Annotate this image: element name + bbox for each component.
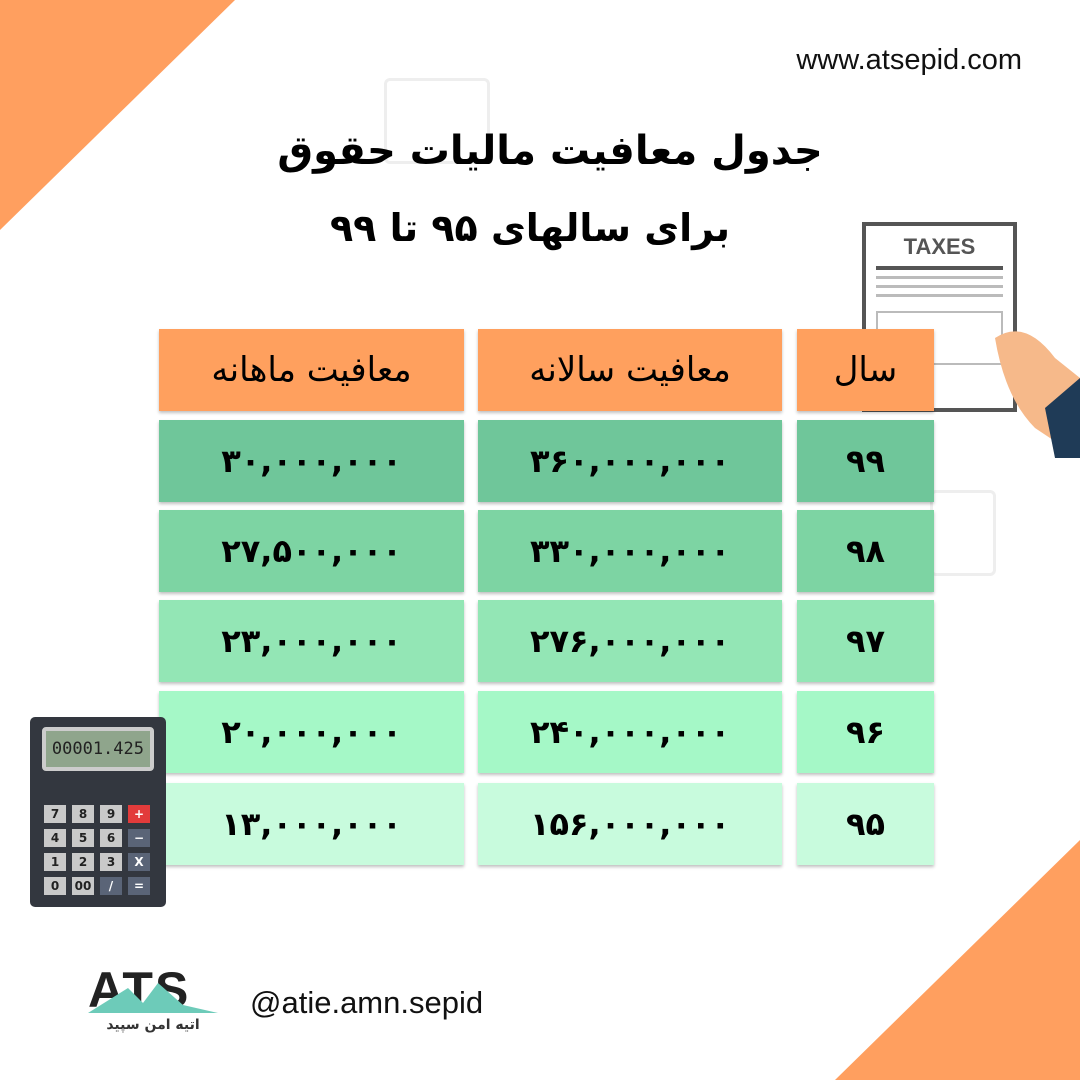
table-cell-monthly: ۲۷,۵۰۰,۰۰۰ — [159, 510, 464, 592]
website-url: www.atsepid.com — [796, 44, 1022, 76]
table-cell-year: ۹۸ — [797, 510, 934, 592]
calculator-key: 3 — [100, 853, 122, 871]
table-cell-monthly: ۳۰,۰۰۰,۰۰۰ — [159, 420, 464, 502]
calculator-key: 2 — [72, 853, 94, 871]
table-header-monthly: معافیت ماهانه — [159, 329, 464, 411]
calculator-key: 1 — [44, 853, 66, 871]
table-cell-monthly: ۲۰,۰۰۰,۰۰۰ — [159, 691, 464, 773]
calculator-key: 00 — [72, 877, 94, 895]
calculator-key: − — [128, 829, 150, 847]
calculator-key: + — [128, 805, 150, 823]
table-cell-annual: ۳۳۰,۰۰۰,۰۰۰ — [478, 510, 782, 592]
calculator-key: 0 — [44, 877, 66, 895]
calculator-key: X — [128, 853, 150, 871]
table-cell-year: ۹۶ — [797, 691, 934, 773]
house-watermark-icon — [930, 490, 996, 576]
table-cell-annual: ۲۷۶,۰۰۰,۰۰۰ — [478, 600, 782, 682]
calculator-key: 7 — [44, 805, 66, 823]
table-cell-annual: ۲۴۰,۰۰۰,۰۰۰ — [478, 691, 782, 773]
calculator-key: = — [128, 877, 150, 895]
table-cell-monthly: ۲۳,۰۰۰,۰۰۰ — [159, 600, 464, 682]
chart-watermark-icon — [384, 78, 490, 164]
taxes-label: TAXES — [903, 234, 976, 259]
calculator-illustration: 00001.425 7 8 9 +4 5 6−1 2 3 X 0 00/= — [30, 717, 166, 907]
calculator-key: 6 — [100, 829, 122, 847]
table-cell-year: ۹۷ — [797, 600, 934, 682]
table-cell-year: ۹۵ — [797, 783, 934, 865]
logo-subtitle: اتیه امن سپید — [106, 1017, 200, 1033]
corner-decoration-top-left — [0, 0, 235, 230]
table-cell-year: ۹۹ — [797, 420, 934, 502]
calculator-key: 5 — [72, 829, 94, 847]
taxes-document-illustration: TAXES — [862, 222, 1017, 412]
page-subtitle: برای سالهای ۹۵ تا ۹۹ — [329, 206, 731, 250]
calculator-display: 00001.425 — [42, 727, 154, 771]
calculator-key: / — [100, 877, 122, 895]
table-header-year: سال — [797, 329, 934, 411]
calculator-key: 9 — [100, 805, 122, 823]
page-title: جدول معافیت مالیات حقوق — [277, 128, 823, 174]
ats-logo: ATS اتیه امن سپید — [88, 965, 218, 1040]
table-cell-annual: ۱۵۶,۰۰۰,۰۰۰ — [478, 783, 782, 865]
calculator-key: 4 — [44, 829, 66, 847]
calculator-key: 8 — [72, 805, 94, 823]
corner-decoration-bottom-right — [835, 840, 1080, 1080]
table-cell-annual: ۳۶۰,۰۰۰,۰۰۰ — [478, 420, 782, 502]
table-cell-monthly: ۱۳,۰۰۰,۰۰۰ — [159, 783, 464, 865]
social-handle: @atie.amn.sepid — [250, 985, 484, 1020]
hand-icon — [995, 331, 1080, 458]
table-header-annual: معافیت سالانه — [478, 329, 782, 411]
